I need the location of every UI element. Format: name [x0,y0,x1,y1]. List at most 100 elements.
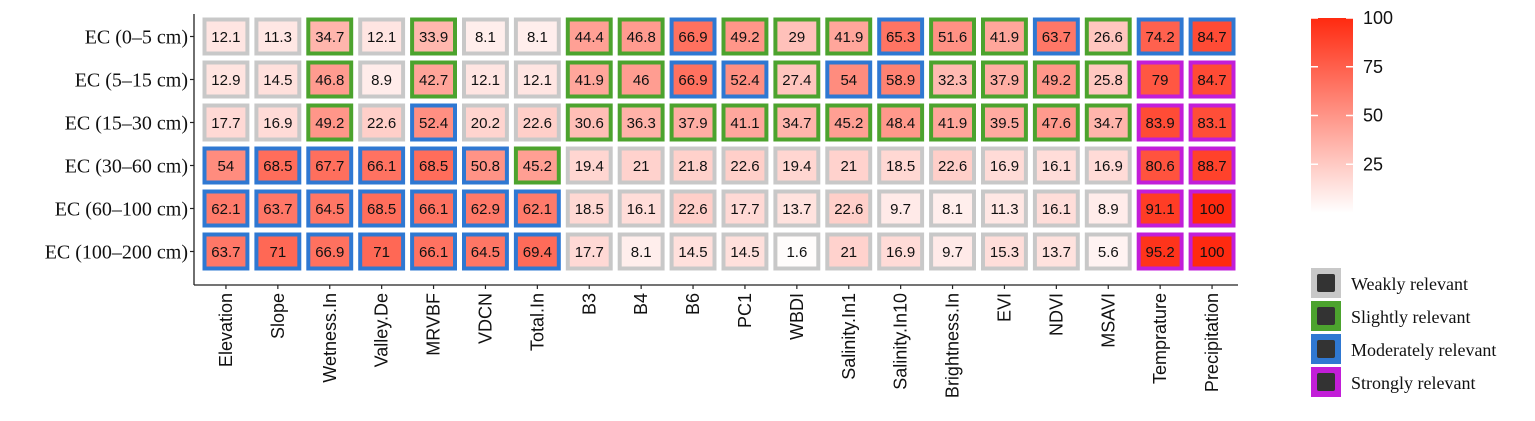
heatmap-cell: 52.4 [721,60,769,99]
cell-value: 30.6 [575,115,604,132]
cell-value: 8.1 [942,201,963,218]
heatmap-cell: 8.1 [513,17,561,56]
cell-box [565,146,613,185]
heatmap-cell: 12.1 [358,17,406,56]
heatmap-cell: 17.7 [721,189,769,228]
cell-box [1084,103,1132,142]
cell-value: 64.5 [471,244,500,261]
cell-value: 12.1 [523,72,552,89]
cell-box [981,189,1028,228]
heatmap-cell: 54 [825,60,873,99]
cell-value: 16.9 [1094,158,1123,175]
heatmap-cell: 62.9 [462,189,509,228]
cell-box [202,17,250,56]
cell-box [513,232,561,271]
cell-box [981,17,1028,56]
heatmap-cell: 37.9 [669,103,717,142]
heatmap-cell: 74.2 [1136,17,1184,56]
cell-value: 58.9 [886,72,915,89]
cell-box [1188,189,1236,228]
heatmap-cell: 66.9 [669,60,717,99]
heatmap-cell: 8.9 [1084,189,1132,228]
cell-box [513,17,561,56]
cell-box [981,232,1028,271]
cell-value: 68.5 [419,158,448,175]
cell-value: 71 [270,244,287,261]
cell-value: 16.1 [1042,158,1071,175]
column-label: B4 [631,293,651,315]
heatmap-cell: 21 [825,146,873,185]
heatmap-cell: 34.7 [773,103,821,142]
heatmap-cell: 21.8 [669,146,717,185]
cell-box [306,60,354,99]
heatmap-cell: 14.5 [254,60,302,99]
legend-swatch-inner [1317,373,1335,391]
heatmap-cell: 88.7 [1188,146,1236,185]
cell-value: 16.9 [263,115,292,132]
column-label: VDCN [475,293,495,344]
cell-box [929,232,976,271]
heatmap-cell: 8.1 [929,189,976,228]
cell-box [410,232,458,271]
column-label: B6 [683,293,703,315]
cell-value: 14.5 [263,72,292,89]
cell-value: 16.1 [627,201,656,218]
cell-value: 80.6 [1145,158,1174,175]
cell-value: 17.7 [211,115,240,132]
heatmap-cell: 13.7 [1032,232,1080,271]
cell-box [202,103,250,142]
cell-value: 64.5 [315,201,344,218]
heatmap-cell: 22.6 [825,189,873,228]
heatmap-cell: 44.4 [565,17,613,56]
heatmap-cell: 16.1 [1032,189,1080,228]
cell-value: 37.9 [678,115,707,132]
cell-box [929,17,976,56]
cell-box [306,146,354,185]
cell-value: 46 [633,72,650,89]
cell-box [1032,103,1080,142]
cell-value: 41.9 [938,115,967,132]
cell-value: 46.8 [315,72,344,89]
cell-box [617,60,665,99]
heatmap-cell: 26.6 [1084,17,1132,56]
cell-value: 68.5 [367,201,396,218]
cell-value: 22.6 [678,201,707,218]
cell-box [462,17,509,56]
cell-value: 91.1 [1145,201,1174,218]
heatmap-cell: 36.3 [617,103,665,142]
cell-box [669,146,717,185]
cell-value: 54 [840,72,857,89]
heatmap-cell: 45.2 [513,146,561,185]
cell-box [669,103,717,142]
cell-box [202,60,250,99]
cell-value: 66.1 [419,201,448,218]
cell-value: 100 [1199,201,1224,218]
column-label: MRVBF [424,293,444,356]
cell-value: 63.7 [211,244,240,261]
cell-box [773,146,821,185]
cell-box [410,103,458,142]
heatmap-cell: 100 [1188,232,1236,271]
cell-box [1136,17,1184,56]
column-label: EVI [995,293,1015,322]
legend-swatch-inner [1317,274,1335,292]
column-label: Valley.De [372,293,392,367]
colorbar-tick-label: 100 [1363,8,1393,28]
cell-box [721,60,769,99]
cell-box [1084,146,1132,185]
cell-box [1032,146,1080,185]
legend-swatch-inner [1317,307,1335,325]
cell-value: 49.2 [1042,72,1071,89]
cell-box [929,146,976,185]
legend-item: Moderately relevant [1311,334,1496,364]
heatmap-cell: 22.6 [669,189,717,228]
cell-box [565,232,613,271]
cell-box [773,103,821,142]
cell-value: 12.1 [367,29,396,46]
heatmap-cell: 50.8 [462,146,509,185]
legend-item: Slightly relevant [1311,301,1470,331]
cell-box [1188,146,1236,185]
heatmap-cell: 68.5 [358,189,406,228]
heatmap-cell: 41.9 [981,17,1028,56]
cell-value: 5.6 [1098,244,1119,261]
